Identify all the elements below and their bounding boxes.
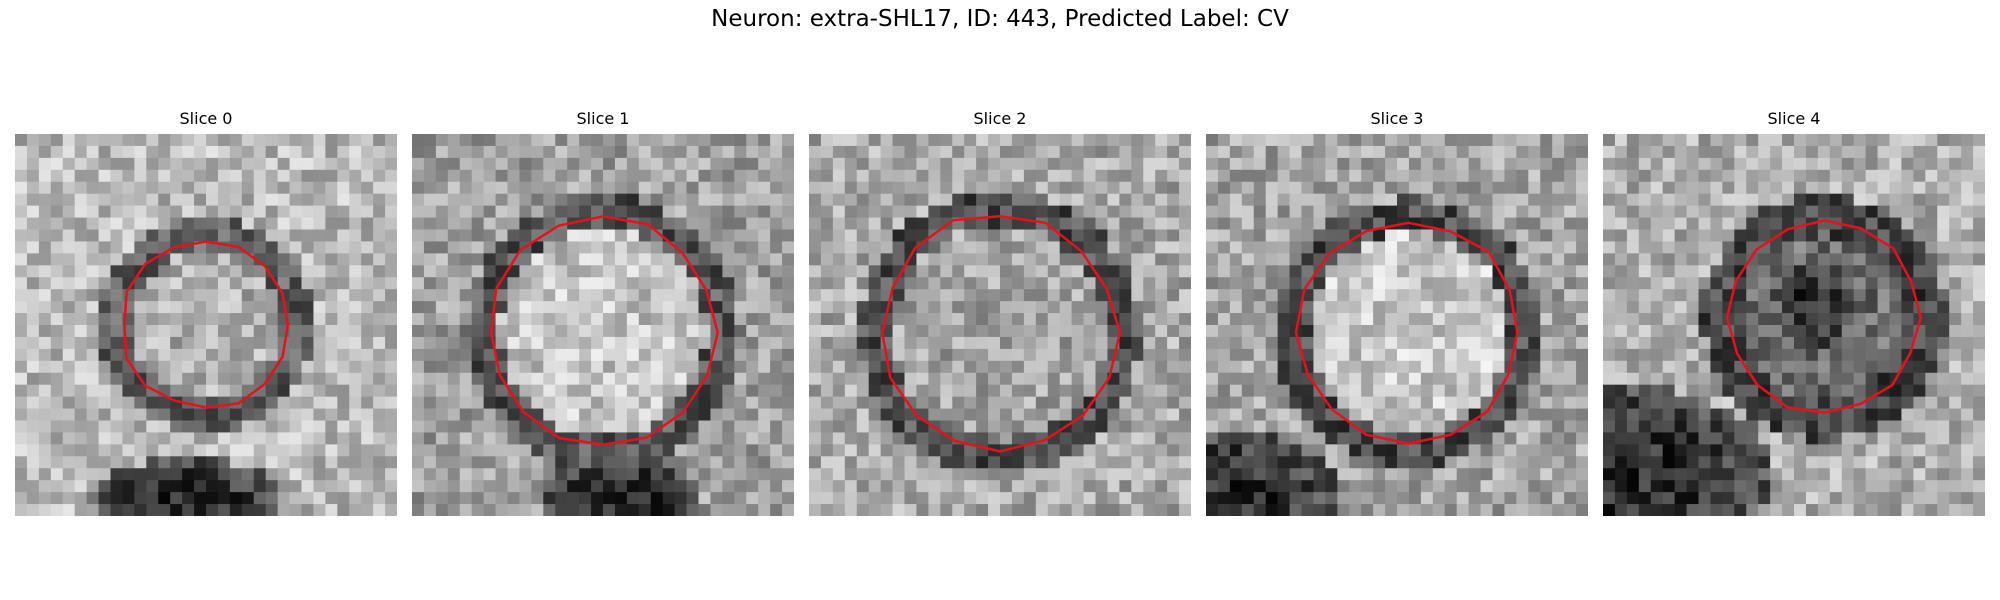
slice-panel-3: Slice 3 [1206,108,1588,516]
slice-image-2 [809,134,1191,516]
pixel-grid [412,134,794,516]
segmentation-contour [489,215,720,446]
slice-panel-2: Slice 2 [809,108,1191,516]
pixel-grid [1603,134,1985,516]
segmentation-contour [881,214,1122,453]
slice-image-4 [1603,134,1985,516]
slice-panel-0: Slice 0 [15,108,397,516]
segmentation-contour [1725,219,1923,414]
slice-panel-1: Slice 1 [412,108,794,516]
slice-image-0 [15,134,397,516]
pixel-grid [1206,134,1588,516]
pixel-grid [15,134,397,516]
slice-title-2: Slice 2 [973,109,1027,128]
figure-title: Neuron: extra-SHL17, ID: 443, Predicted … [711,6,1289,32]
slice-title-3: Slice 3 [1370,109,1424,128]
slice-title-1: Slice 1 [576,109,630,128]
segmentation-contour [123,240,290,409]
slice-title-0: Slice 0 [179,109,233,128]
slice-image-1 [412,134,794,516]
slice-panel-4: Slice 4 [1603,108,1985,516]
slice-title-4: Slice 4 [1767,109,1821,128]
segmentation-contour [1294,221,1519,445]
slice-image-3 [1206,134,1588,516]
pixel-grid [809,134,1191,516]
